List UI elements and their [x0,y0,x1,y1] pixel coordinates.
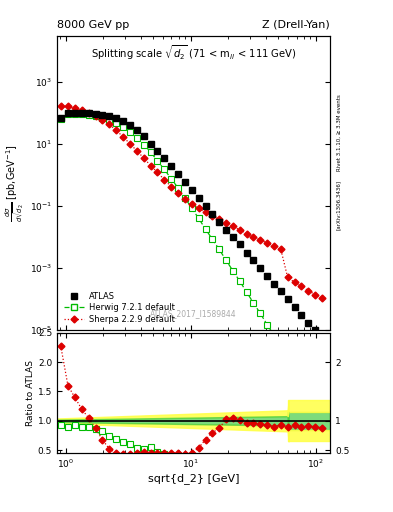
Text: Rivet 3.1.10, ≥ 3.3M events: Rivet 3.1.10, ≥ 3.3M events [336,95,341,172]
Y-axis label: $\frac{d\sigma}{d\sqrt{d_{2}}}$ [pb,GeV$^{-1}$]: $\frac{d\sigma}{d\sqrt{d_{2}}}$ [pb,GeV$… [4,144,27,222]
Text: Splitting scale $\sqrt{d_2}$ (71 < m$_{ll}$ < 111 GeV): Splitting scale $\sqrt{d_2}$ (71 < m$_{l… [91,43,296,62]
Legend: ATLAS, Herwig 7.2.1 default, Sherpa 2.2.9 default: ATLAS, Herwig 7.2.1 default, Sherpa 2.2.… [61,289,177,326]
Text: Z (Drell-Yan): Z (Drell-Yan) [263,20,330,30]
Text: [arXiv:1306.3436]: [arXiv:1306.3436] [336,180,341,230]
X-axis label: sqrt{d_2} [GeV]: sqrt{d_2} [GeV] [148,473,239,484]
Text: ATLAS_2017_I1589844: ATLAS_2017_I1589844 [150,309,237,318]
Y-axis label: Ratio to ATLAS: Ratio to ATLAS [26,360,35,426]
Text: 8000 GeV pp: 8000 GeV pp [57,20,129,30]
